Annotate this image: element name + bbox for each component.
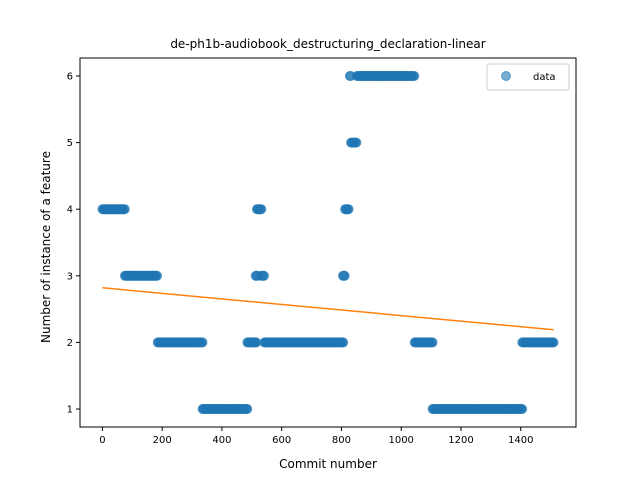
- y-tick-label: 6: [67, 71, 73, 82]
- data-point: [351, 137, 362, 148]
- data-point: [548, 337, 559, 348]
- data-point: [343, 204, 354, 215]
- x-tick-label: 0: [99, 435, 105, 446]
- y-axis-title: Number of instance of a feature: [39, 151, 53, 343]
- data-point: [427, 337, 438, 348]
- chart-title: de-ph1b-audiobook_destructuring_declarat…: [170, 37, 485, 51]
- x-tick-label: 600: [272, 435, 291, 446]
- data-point: [338, 337, 349, 348]
- legend-marker-data: [501, 71, 511, 81]
- y-tick-label: 1: [67, 405, 73, 416]
- legend: data: [486, 63, 570, 91]
- y-tick-label: 4: [67, 205, 73, 216]
- data-point: [259, 270, 270, 281]
- legend-label-data: data: [533, 72, 556, 83]
- x-tick-label: 200: [153, 435, 172, 446]
- data-point: [197, 337, 208, 348]
- y-tick-label: 3: [67, 271, 73, 282]
- y-tick-label: 2: [67, 338, 73, 349]
- y-tick-label: 5: [67, 138, 73, 149]
- data-point: [256, 204, 267, 215]
- data-point: [242, 404, 253, 415]
- data-point: [339, 270, 350, 281]
- x-tick-label: 400: [212, 435, 231, 446]
- legend-box: [486, 63, 570, 91]
- x-tick-label: 1000: [388, 435, 413, 446]
- x-tick-label: 1200: [448, 435, 473, 446]
- plot-frame: [79, 57, 577, 428]
- data-point: [119, 204, 130, 215]
- data-point: [409, 70, 420, 81]
- data-point: [517, 404, 528, 415]
- trend-line: [102, 287, 554, 331]
- x-tick-label: 1400: [508, 435, 533, 446]
- x-tick-label: 800: [332, 435, 351, 446]
- plot-marks: [97, 70, 559, 415]
- axis-ticks: 0 200 400 600 800 1000 1200 1400 1 2 3 4 5 6: [67, 71, 534, 446]
- x-axis-title: Commit number: [279, 457, 377, 471]
- data-point: [152, 270, 163, 281]
